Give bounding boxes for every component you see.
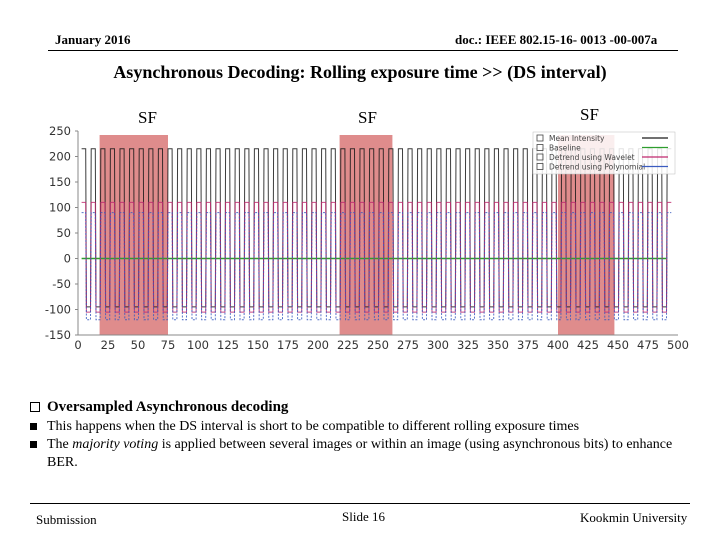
slide-title: Asynchronous Decoding: Rolling exposure … — [113, 62, 607, 82]
series-line-detrend-using-polynomial — [81, 212, 672, 321]
legend-checkbox — [536, 163, 544, 170]
x-tick-label: 150 — [247, 338, 269, 352]
y-tick-label: 250 — [49, 124, 71, 138]
x-tick-label: 0 — [74, 338, 81, 352]
x-tick-label: 275 — [397, 338, 419, 352]
x-tick-label: 475 — [637, 338, 659, 352]
square-bullet-icon — [30, 423, 37, 430]
y-tick-label: 200 — [49, 150, 71, 164]
x-tick-label: 400 — [547, 338, 569, 352]
bullet-item-1: Oversampled Asynchronous decoding — [30, 398, 700, 418]
square-bullet-icon — [30, 441, 37, 448]
x-tick-label: 175 — [277, 338, 299, 352]
bullet-text-2: This happens when the DS interval is sho… — [47, 419, 580, 434]
y-tick-label: 150 — [49, 175, 71, 189]
sf-label-1: SF — [138, 108, 157, 127]
y-tick-label: -100 — [45, 303, 71, 317]
x-tick-label: 225 — [337, 338, 359, 352]
footer-affiliation: Kookmin University — [580, 510, 688, 525]
header-date: January 2016 — [55, 32, 131, 47]
bullet-list: Oversampled Asynchronous decoding This h… — [30, 398, 700, 472]
x-tick-label: 200 — [307, 338, 329, 352]
x-tick-label: 350 — [487, 338, 509, 352]
checkbox-bullet-icon — [30, 402, 40, 412]
x-tick-label: 300 — [427, 338, 449, 352]
bullet-text-3: The majority voting is applied between s… — [47, 437, 673, 470]
x-tick-label: 25 — [101, 338, 116, 352]
sf-label-3: SF — [580, 105, 599, 124]
legend-checkbox — [536, 134, 544, 142]
legend-label: Baseline — [549, 144, 581, 153]
legend-label: Detrend using Polynomial — [549, 163, 645, 172]
y-tick-label: -150 — [45, 328, 71, 342]
header-doc-id: doc.: IEEE 802.15-16- 0013 -00-007a — [455, 32, 658, 47]
bullet-item-3: The majority voting is applied between s… — [30, 436, 700, 472]
bullet-item-2: This happens when the DS interval is sho… — [30, 418, 700, 436]
x-tick-label: 450 — [607, 338, 629, 352]
x-tick-label: 425 — [577, 338, 599, 352]
x-tick-label: 100 — [187, 338, 209, 352]
x-tick-label: 75 — [161, 338, 176, 352]
y-tick-label: -50 — [52, 277, 71, 291]
bullet-text-1: Oversampled Asynchronous decoding — [47, 399, 289, 415]
x-tick-label: 500 — [667, 338, 689, 352]
legend-label: Detrend using Wavelet — [549, 153, 635, 162]
y-tick-label: 0 — [64, 252, 71, 266]
header-divider — [48, 50, 678, 51]
legend-label: Mean Intensity — [549, 134, 605, 143]
footer-slide-number: Slide 16 — [342, 509, 385, 524]
x-tick-label: 125 — [217, 338, 239, 352]
y-tick-label: 100 — [49, 201, 71, 215]
x-tick-label: 50 — [131, 338, 146, 352]
footer-submission: Submission — [36, 512, 97, 527]
x-tick-label: 375 — [517, 338, 539, 352]
x-tick-label: 250 — [367, 338, 389, 352]
legend-checkbox — [536, 144, 544, 151]
x-tick-label: 325 — [457, 338, 479, 352]
legend-checkbox — [536, 153, 544, 161]
y-tick-label: 50 — [56, 226, 71, 240]
series-line-detrend-using-wavelet — [81, 201, 672, 313]
sf-label-2: SF — [358, 108, 377, 127]
footer-divider — [30, 503, 690, 504]
